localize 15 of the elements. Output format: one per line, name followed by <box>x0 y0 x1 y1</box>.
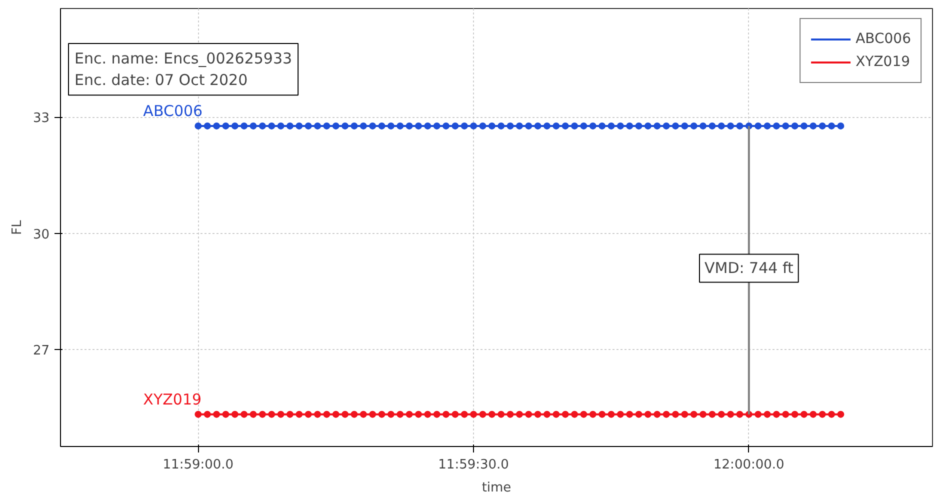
x-tick-label: 12:00:00.0 <box>714 458 784 472</box>
annotation: Enc. date: 07 Oct 2020 <box>74 71 248 90</box>
legend-label: XYZ019 <box>856 54 910 70</box>
text: ABC006 <box>143 102 203 120</box>
annotation: VMD: 744 ft <box>704 259 794 278</box>
legend-label: ABC006 <box>856 31 911 47</box>
x-tick-label: 11:59:00.0 <box>162 458 234 472</box>
x-tick-label: 11:59:30.0 <box>438 458 509 472</box>
y-axis-title: FL <box>10 219 25 235</box>
text: XYZ019 <box>143 390 202 408</box>
y-tick-label: 33 <box>32 111 50 126</box>
y-tick-label: 27 <box>32 344 50 359</box>
y-tick-label: 30 <box>32 227 50 242</box>
annotation: Enc. name: Encs_002625933 <box>74 50 292 68</box>
x-axis-title: time <box>482 480 512 496</box>
